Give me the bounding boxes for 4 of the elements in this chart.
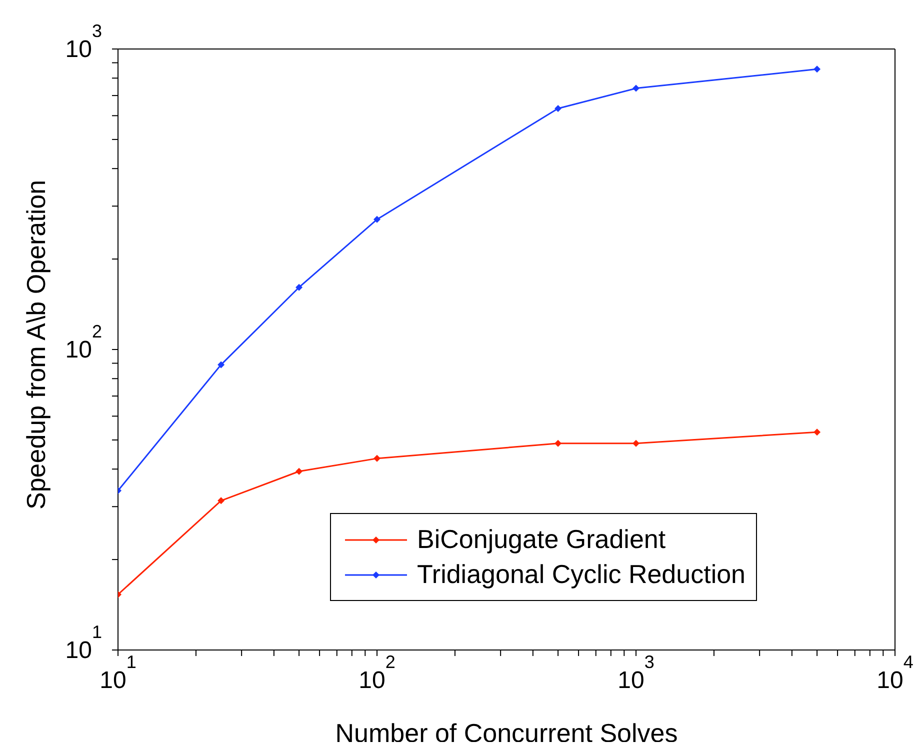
- legend-label: Tridiagonal Cyclic Reduction: [417, 559, 746, 590]
- y-axis-title: Speedup from A\b Operation: [21, 180, 52, 510]
- legend-label: BiConjugate Gradient: [417, 524, 666, 555]
- x-axis-title: Number of Concurrent Solves: [335, 718, 678, 748]
